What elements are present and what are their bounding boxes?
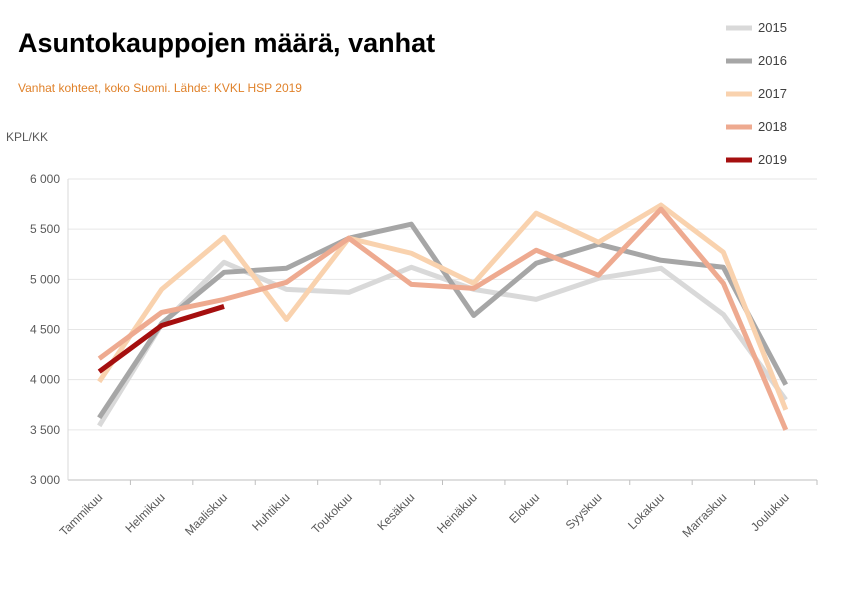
x-tick-label: Maaliskuu	[182, 490, 230, 538]
chart-title: Asuntokauppojen määrä, vanhat	[18, 28, 435, 58]
line-series	[97, 259, 788, 428]
x-tick-label: Elokuu	[506, 490, 542, 526]
y-tick-label: 5 500	[30, 222, 60, 236]
x-tick-label: Helmikuu	[122, 490, 167, 535]
legend-label: 2016	[758, 53, 787, 68]
line-series	[97, 202, 789, 411]
x-tick-label: Kesäkuu	[374, 490, 417, 533]
y-tick-label: 4 000	[30, 373, 60, 387]
x-tick-label: Huhtikuu	[249, 490, 292, 533]
x-tick-label: Marraskuu	[680, 490, 730, 540]
legend-label: 2018	[758, 119, 787, 134]
y-tick-label: 6 000	[30, 172, 60, 186]
y-tick-label: 3 500	[30, 423, 60, 437]
line-series	[97, 206, 789, 431]
y-tick-label: 5 000	[30, 272, 60, 286]
legend-label: 2017	[758, 86, 787, 101]
y-tick-label: 4 500	[30, 323, 60, 337]
x-tick-label: Toukokuu	[309, 490, 355, 536]
x-tick-label: Lokakuu	[625, 490, 667, 532]
y-tick-label: 3 000	[30, 473, 60, 487]
y-axis-label: KPL/KK	[6, 130, 48, 144]
x-tick-label: Tammikuu	[57, 490, 106, 539]
x-tick-label: Heinäkuu	[434, 490, 480, 536]
line-series	[97, 304, 225, 374]
legend-label: 2019	[758, 152, 787, 167]
chart-subtitle: Vanhat kohteet, koko Suomi. Lähde: KVKL …	[18, 81, 302, 95]
x-tick-label: Joulukuu	[748, 490, 792, 534]
legend-label: 2015	[758, 20, 787, 35]
x-tick-label: Syyskuu	[563, 490, 605, 532]
